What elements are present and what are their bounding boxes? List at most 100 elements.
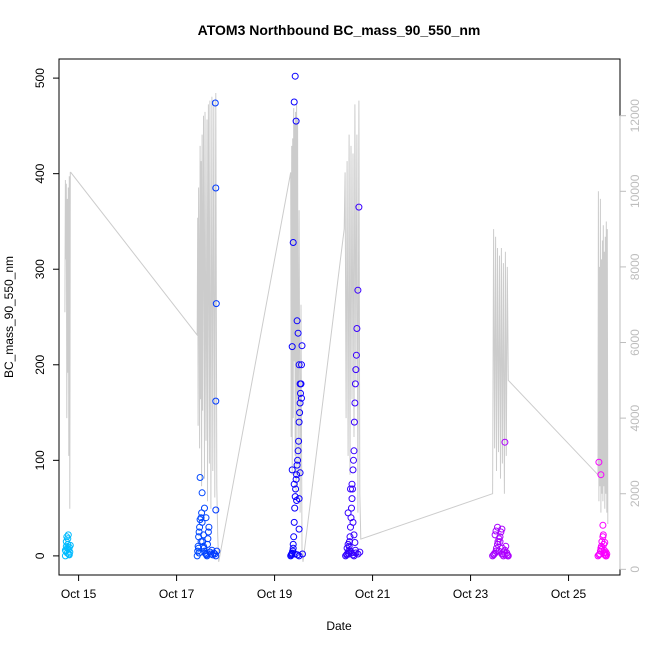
data-point — [299, 550, 306, 558]
y-tick-label: 0 — [33, 552, 47, 559]
data-point — [293, 471, 301, 479]
data-point — [297, 389, 304, 397]
data-point — [290, 518, 298, 526]
chart-title: ATOM3 Northbound BC_mass_90_550_nm — [198, 22, 481, 38]
data-point — [348, 504, 355, 512]
data-point — [351, 380, 359, 388]
secondary-line-series — [64, 92, 609, 562]
data-point — [492, 527, 500, 535]
data-point — [290, 98, 298, 106]
y-tick-label: 400 — [33, 163, 47, 183]
scatter-points — [61, 72, 611, 560]
x-tick-label: Oct 21 — [355, 587, 391, 601]
data-point — [349, 485, 356, 493]
x-tick-label: Oct 19 — [257, 587, 293, 601]
data-point — [351, 539, 359, 546]
data-point — [294, 329, 302, 337]
data-point — [295, 418, 303, 426]
data-point — [295, 437, 303, 445]
data-point — [292, 475, 300, 483]
data-point — [295, 495, 303, 503]
data-point — [601, 551, 609, 559]
data-point — [347, 485, 354, 493]
data-point — [293, 461, 301, 469]
data-point — [298, 342, 306, 350]
data-point — [595, 458, 603, 466]
data-point — [196, 474, 204, 481]
data-point — [212, 300, 220, 308]
y-tick-label: 300 — [33, 259, 47, 279]
plot-frame — [58, 58, 621, 576]
data-point — [194, 547, 202, 555]
data-point — [198, 489, 206, 497]
data-point — [350, 418, 358, 426]
y2-tick-label: 2000 — [628, 480, 642, 507]
data-point — [295, 361, 303, 369]
data-point — [344, 509, 352, 517]
data-point — [355, 203, 363, 211]
data-point — [349, 518, 357, 526]
data-point — [201, 504, 208, 512]
data-point — [294, 447, 302, 455]
data-point — [599, 531, 607, 539]
data-point — [211, 99, 219, 107]
x-tick-label: Oct 25 — [551, 587, 587, 601]
y-tick-label: 500 — [33, 68, 47, 88]
y2-tick-label: 4000 — [628, 404, 642, 431]
y-tick-label: 100 — [33, 450, 47, 470]
data-point — [502, 542, 510, 550]
data-point — [213, 547, 221, 555]
data-point — [295, 525, 303, 533]
data-point — [290, 480, 298, 488]
data-point — [195, 544, 203, 552]
data-point — [350, 531, 358, 539]
data-point — [289, 239, 297, 246]
data-point — [294, 456, 302, 464]
data-point — [65, 551, 73, 559]
data-point — [289, 540, 297, 548]
data-point — [291, 504, 299, 512]
data-point — [212, 552, 220, 560]
x-tick-label: Oct 23 — [453, 587, 489, 601]
data-point — [354, 286, 362, 294]
data-point — [296, 469, 304, 477]
data-point — [292, 485, 300, 493]
data-point — [204, 535, 212, 543]
data-point — [494, 523, 501, 531]
data-point — [293, 317, 301, 325]
data-point — [356, 548, 364, 556]
y2-tick-label: 6000 — [628, 329, 642, 356]
data-point — [200, 531, 207, 539]
data-point — [296, 409, 304, 417]
data-point — [288, 466, 296, 474]
data-point — [596, 550, 604, 558]
data-point — [295, 552, 303, 560]
data-point — [353, 325, 361, 332]
data-point — [197, 514, 205, 522]
data-point — [348, 480, 356, 488]
y2-tick-label: 12000 — [628, 99, 642, 133]
y2-tick-label: 10000 — [628, 174, 642, 208]
data-point — [491, 531, 499, 539]
y-axis-label: BC_mass_90_550_nm — [2, 256, 16, 378]
data-point — [198, 518, 206, 526]
data-point — [349, 466, 357, 474]
x-axis: Oct 15 Oct 17 Oct 19 Oct 21 Oct 23 Oct 25 — [61, 574, 587, 601]
data-point — [298, 361, 305, 369]
data-point — [296, 380, 304, 388]
data-point — [66, 548, 74, 556]
data-point — [212, 397, 220, 405]
data-point — [294, 551, 302, 559]
data-point — [197, 538, 205, 546]
data-point — [346, 533, 354, 541]
x-tick-label: Oct 15 — [61, 587, 97, 601]
data-point — [492, 547, 500, 555]
data-point — [65, 543, 73, 551]
data-point — [64, 535, 72, 543]
data-point — [212, 184, 220, 192]
data-point — [599, 521, 607, 529]
data-point — [601, 539, 609, 546]
data-point — [195, 549, 203, 557]
data-point — [501, 438, 509, 446]
x-axis-label: Date — [326, 619, 352, 633]
